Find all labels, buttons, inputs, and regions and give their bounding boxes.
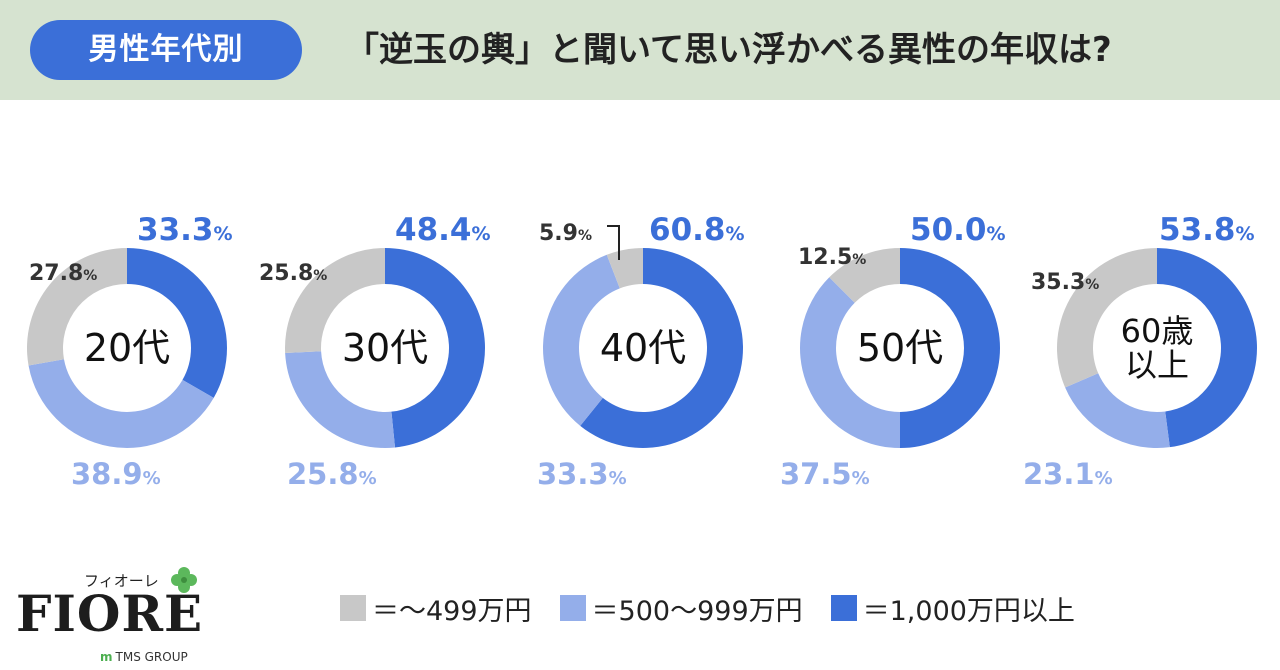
donut-3	[799, 248, 1000, 448]
legend-label-mid: ＝500～999万円	[591, 595, 803, 627]
fiore-logo: フィオーレ FIORE m TMS GROUP	[16, 562, 216, 668]
legend-item-high: ＝1,000万円以上	[830, 589, 1075, 628]
donut-4	[1056, 248, 1258, 448]
donut-1-slice-2	[385, 248, 485, 448]
legend: ＝～499万円 ＝500～999万円 ＝1,000万円以上	[340, 589, 1103, 628]
category-badge: 男性年代別	[30, 20, 302, 80]
donut-0-slice-1	[28, 359, 214, 448]
legend-swatch-mid	[559, 595, 586, 621]
legend-label-low: ＝～499万円	[372, 595, 532, 627]
donut-2-label-1: 33.3%	[537, 457, 627, 491]
donut-3-label-2: 50.0%	[910, 212, 1006, 248]
donut-0-slice-0	[27, 248, 127, 366]
donut-0-label-0: 27.8%	[29, 261, 97, 286]
legend-swatch-low	[340, 595, 366, 621]
donut-1-label-2: 48.4%	[395, 212, 491, 248]
logo-wordmark: FIORE	[16, 584, 204, 643]
logo-group-text: TMS GROUP	[115, 650, 188, 664]
donut-1-label-1: 25.8%	[287, 457, 377, 491]
legend-item-mid: ＝500～999万円	[559, 589, 803, 628]
donut-4-slice-0	[1056, 248, 1157, 388]
donut-4-label-2: 53.8%	[1159, 212, 1255, 248]
donut-0-center-label: 20代	[84, 326, 170, 370]
donut-2-center-label: 40代	[600, 326, 686, 370]
donut-2	[543, 248, 743, 448]
donut-3-center-label: 50代	[857, 326, 943, 370]
donut-1-label-0: 25.8%	[259, 261, 327, 286]
donut-3-label-0: 12.5%	[798, 245, 866, 270]
donut-4-slice-2	[1157, 248, 1258, 448]
donut-4-label-1: 23.1%	[1023, 457, 1113, 491]
logo-group-mark: m	[100, 650, 113, 664]
donut-3-slice-1	[799, 277, 900, 448]
donut-0	[27, 248, 228, 448]
donut-3-slice-0	[829, 248, 900, 303]
donut-2-slice-1	[543, 254, 620, 426]
header-bar: 男性年代別 「逆玉の輿」と聞いて思い浮かべる異性の年収は?	[0, 0, 1280, 100]
logo-group: m TMS GROUP	[100, 650, 188, 664]
donut-2-slice-0	[606, 248, 643, 289]
donut-2-label-2: 60.8%	[649, 212, 745, 248]
donut-2-slice-2	[580, 248, 743, 448]
logo-kana: フィオーレ	[84, 572, 159, 590]
donut-0-label-2: 33.3%	[137, 212, 233, 248]
clover-leaf-icon	[171, 567, 197, 593]
donut-1-slice-1	[285, 351, 396, 448]
donut-4-slice-1	[1065, 373, 1170, 448]
legend-label-high: ＝1,000万円以上	[862, 595, 1075, 627]
donut-0-slice-2	[127, 248, 228, 398]
donut-4-label-0: 35.3%	[1031, 270, 1099, 295]
donut-1-center-label: 30代	[342, 326, 428, 370]
legend-item-low: ＝～499万円	[340, 589, 532, 628]
donut-2-leader-line	[607, 225, 620, 260]
donut-3-label-1: 37.5%	[780, 457, 870, 491]
chart-title: 「逆玉の輿」と聞いて思い浮かべる異性の年収は?	[345, 30, 1112, 70]
donut-charts: 20代 27.8% 38.9% 33.3% 30代 25.8% 25.8% 48.4% 40代 5…	[27, 212, 1258, 491]
donut-0-label-1: 38.9%	[71, 457, 161, 491]
donut-3-slice-2	[900, 248, 1000, 448]
donut-1-slice-0	[285, 248, 385, 354]
donut-2-label-0: 5.9%	[539, 221, 592, 246]
donut-1	[285, 248, 485, 448]
donut-4-center-label: 60歳以上	[1121, 312, 1194, 384]
legend-swatch-high	[830, 595, 857, 621]
